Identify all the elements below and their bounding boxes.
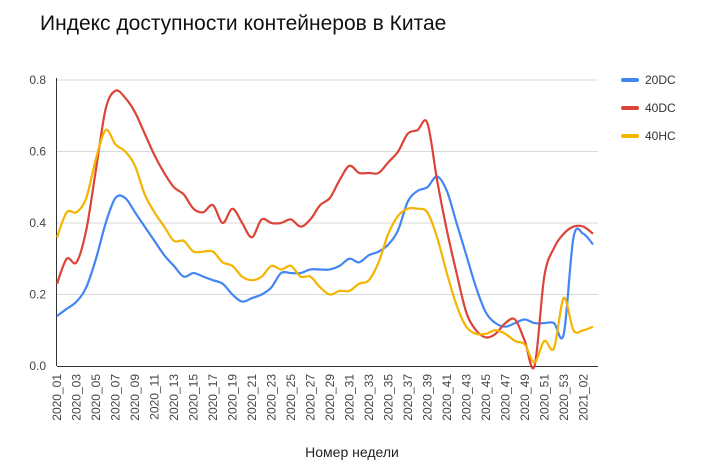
x-tick-label: 2020_07: [108, 374, 122, 421]
legend-label: 20DC: [645, 73, 676, 87]
legend-label: 40DC: [645, 101, 676, 115]
x-tick-label: 2020_25: [284, 374, 298, 421]
x-tick-label: 2020_45: [479, 374, 493, 421]
x-tick-label: 2020_09: [128, 374, 142, 421]
x-tick-label: 2020_43: [459, 374, 473, 421]
x-tick-label: 2020_01: [50, 374, 64, 421]
x-tick-label: 2020_05: [89, 374, 103, 421]
series-line-40hc: [55, 128, 594, 364]
series-line-40dc: [55, 89, 594, 370]
y-tick-label: 0.2: [29, 288, 46, 302]
x-tick-label: 2020_37: [401, 374, 415, 421]
y-tick-label: 0.6: [29, 145, 46, 159]
x-tick-label: 2020_29: [323, 374, 337, 421]
x-tick-label: 2020_27: [303, 374, 317, 421]
x-tick-label: 2020_23: [264, 374, 278, 421]
x-tick-label: 2020_11: [147, 374, 161, 420]
y-tick-label: 0.8: [29, 73, 46, 87]
x-tick-label: 2021_02: [576, 374, 590, 421]
x-tick-label: 2020_17: [206, 374, 220, 421]
x-tick-label: 2020_33: [362, 374, 376, 421]
legend-label: 40HC: [645, 129, 676, 143]
x-axis-title: Номер недели: [305, 444, 399, 460]
x-tick-label: 2020_47: [498, 374, 512, 421]
x-tick-label: 2020_21: [245, 374, 259, 421]
x-tick-label: 2020_49: [518, 374, 532, 421]
series-line-20dc: [56, 175, 594, 340]
x-tick-label: 2020_03: [69, 374, 83, 421]
x-tick-label: 2020_41: [440, 374, 454, 421]
x-tick-label: 2020_51: [537, 374, 551, 421]
x-tick-label: 2020_31: [342, 374, 356, 421]
x-tick-label: 2020_35: [381, 374, 395, 421]
x-tick-label: 2020_39: [420, 374, 434, 421]
x-tick-label: 2020_53: [557, 374, 571, 421]
x-tick-label: 2020_19: [225, 374, 239, 421]
chart-title: Индекс доступности контейнеров в Китае: [40, 12, 447, 35]
y-tick-label: 0.4: [29, 216, 46, 230]
x-tick-label: 2020_13: [167, 374, 181, 421]
x-tick-label: 2020_15: [186, 374, 200, 421]
y-tick-label: 0.0: [29, 359, 46, 373]
